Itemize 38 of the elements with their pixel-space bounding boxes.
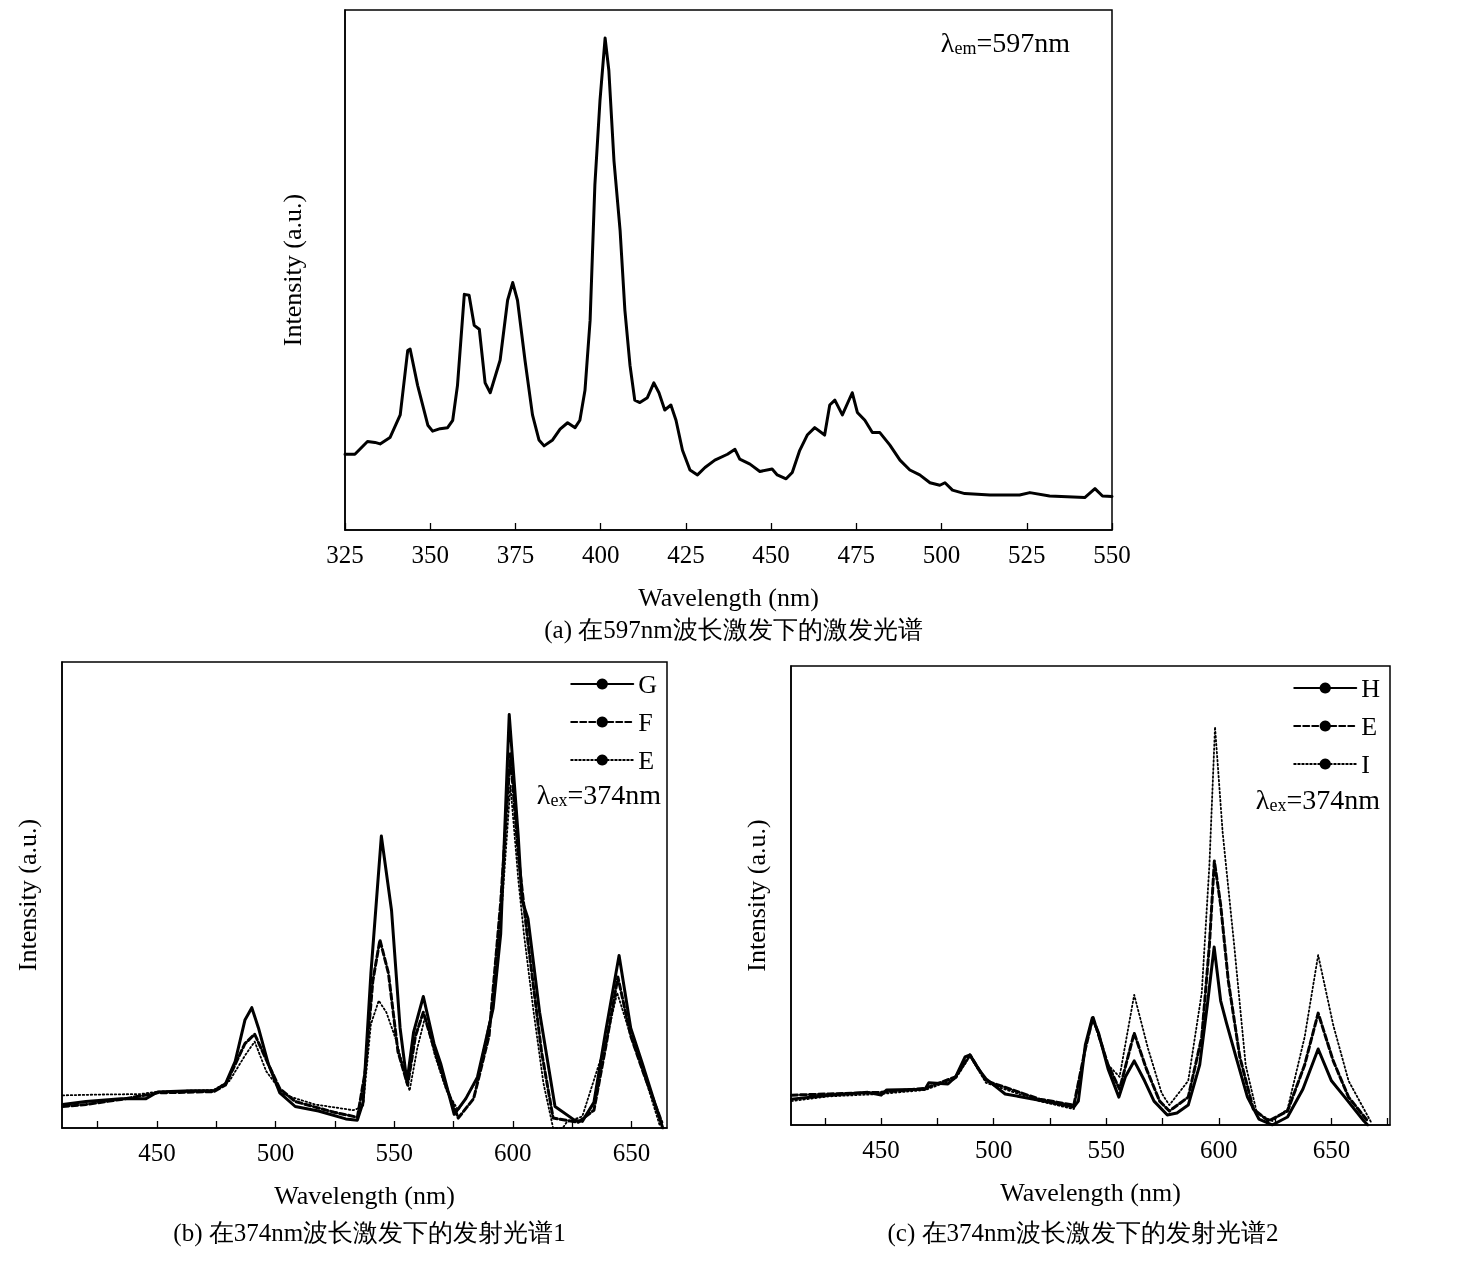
legend-label: E — [1361, 711, 1378, 741]
x-tick-label: 475 — [837, 541, 876, 568]
legend-label: I — [1361, 749, 1370, 779]
legend-label: H — [1361, 673, 1381, 703]
x-axis-title: Wavelength (nm) — [1000, 1177, 1181, 1207]
text: (a) 在597nm波长激发下的激发光谱 — [544, 616, 923, 644]
x-tick-label: 525 — [1008, 541, 1046, 568]
legend-label: E — [638, 745, 655, 775]
x-tick-label: 450 — [862, 1136, 900, 1163]
x-tick-label: 550 — [1093, 541, 1131, 568]
y-axis-title: Intensity (a.u.) — [12, 818, 42, 972]
x-tick-label: 550 — [375, 1139, 413, 1166]
legend-label: F — [638, 707, 653, 737]
x-tick-label: 500 — [974, 1136, 1013, 1163]
x-axis-title: Wavelength (nm) — [274, 1180, 455, 1210]
x-tick-label: 450 — [138, 1139, 176, 1166]
x-tick-label: 650 — [1312, 1136, 1351, 1163]
text: (b) 在374nm波长激发下的发射光谱1 — [173, 1219, 566, 1247]
x-tick-label: 450 — [752, 541, 790, 568]
x-tick-label: 500 — [922, 541, 961, 568]
x-tick-label: 600 — [494, 1139, 532, 1166]
text: (c) 在374nm波长激发下的发射光谱2 — [887, 1219, 1279, 1247]
annotation: λem=597nm — [940, 26, 1071, 58]
y-axis-title: Intensity (a.u.) — [741, 819, 771, 972]
annotation: λex=374nm — [536, 778, 662, 810]
annotation: λex=374nm — [1255, 783, 1381, 815]
x-tick-label: 350 — [411, 541, 449, 568]
x-tick-label: 500 — [256, 1139, 295, 1166]
y-axis-title: Intensity (a.u.) — [277, 193, 307, 347]
x-tick-label: 375 — [496, 541, 535, 568]
x-tick-label: 550 — [1087, 1136, 1126, 1163]
x-axis-title: Wavelength (nm) — [638, 582, 819, 612]
x-tick-label: 325 — [326, 541, 364, 568]
x-tick-label: 400 — [581, 541, 620, 568]
x-tick-label: 650 — [612, 1139, 651, 1166]
x-tick-label: 600 — [1200, 1136, 1238, 1163]
x-tick-label: 425 — [667, 541, 705, 568]
legend-label: G — [638, 669, 657, 699]
